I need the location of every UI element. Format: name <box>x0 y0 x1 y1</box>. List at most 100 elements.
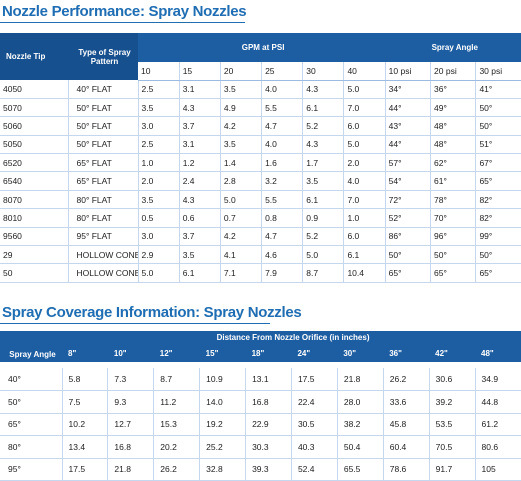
cell: 6.1 <box>302 98 345 118</box>
cell: 50 <box>0 263 69 283</box>
cell: 44° <box>385 135 432 155</box>
cell: 65° <box>0 413 63 436</box>
cell: 6540 <box>0 171 69 191</box>
cell: 3.5 <box>138 190 180 210</box>
cell: HOLLOW CONE <box>68 245 139 265</box>
distance-label: 42" <box>429 344 476 362</box>
distance-label: 36" <box>383 344 430 362</box>
cell: 51° <box>475 135 521 155</box>
cell: 86° <box>385 227 432 247</box>
cell: 2.5 <box>138 80 180 99</box>
cell: 65° <box>430 263 477 283</box>
cell: 26.2 <box>383 368 430 391</box>
header-cell: Distance From Nozzle Orifice (in inches) <box>62 331 521 344</box>
data-row: 50° 7.5 9.3 11.2 14.0 16.8 22.4 28.0 33.6 39.2 44.… <box>0 390 521 414</box>
header-cell: Spray Angle <box>0 331 62 362</box>
cell: 36° <box>430 80 477 99</box>
distance-label: 48" <box>475 344 521 362</box>
cell: 50° <box>0 390 63 414</box>
cell: 3.5 <box>220 80 263 99</box>
cell: 5.2 <box>302 116 345 136</box>
cell: 17.5 <box>62 458 109 481</box>
cell: 1.7 <box>302 153 345 173</box>
cell: 50° FLAT <box>68 135 139 155</box>
cell: 65° <box>475 171 521 191</box>
cell: 5.0 <box>138 263 180 283</box>
cell: 3.0 <box>138 116 180 136</box>
cell: 50° <box>475 245 521 265</box>
cell: 5.0 <box>343 135 386 155</box>
data-row: 8070 80° FLAT 3.5 4.3 5.0 5.5 6.1 7.0 72° 78° 82° <box>0 190 521 210</box>
cell: 3.7 <box>179 116 221 136</box>
cell: 2.4 <box>179 171 221 191</box>
coverage-table: Spray Angle Distance From Nozzle Orifice … <box>0 331 521 481</box>
cell: 4.0 <box>261 80 304 99</box>
cell: 80° FLAT <box>68 208 139 228</box>
cell: 4.3 <box>302 135 345 155</box>
header-cell: Type of Spray Pattern <box>68 33 138 80</box>
cell: 44.8 <box>475 390 521 414</box>
distance-label: 30" <box>337 344 384 362</box>
cell: 13.1 <box>245 368 292 391</box>
distance-label: 24" <box>291 344 338 362</box>
cell: 39.3 <box>245 458 292 481</box>
header-row: Nozzle Tip Type of Spray Pattern GPM at PS… <box>0 33 521 80</box>
cell: 4.0 <box>261 135 304 155</box>
cell: 7.5 <box>62 390 109 414</box>
cell: 0.7 <box>220 208 263 228</box>
cell: 7.3 <box>107 368 155 391</box>
data-row: 95° 17.5 21.8 26.2 32.8 39.3 52.4 65.5 78.6 91.7 1… <box>0 458 521 481</box>
header-cell: Spray Angle <box>385 33 521 62</box>
cell: 33.6 <box>383 390 430 414</box>
cell: 4.3 <box>179 190 221 210</box>
cell: 54° <box>385 171 432 191</box>
cell: 44° <box>385 98 432 118</box>
cell: 95° <box>0 458 63 481</box>
cell: 4.3 <box>302 80 345 99</box>
data-row: 40° 5.8 7.3 8.7 10.9 13.1 17.5 21.8 26.2 30.6 34.9 <box>0 368 521 391</box>
cell: 72° <box>385 190 432 210</box>
cell: 4.2 <box>220 116 263 136</box>
cell: 21.8 <box>337 368 384 391</box>
distance-label: 15" <box>199 344 246 362</box>
cell: 57° <box>385 153 432 173</box>
cell: 5.8 <box>62 368 109 391</box>
header-cell: Nozzle Tip <box>0 33 68 80</box>
cell: 28.0 <box>337 390 384 414</box>
data-row: 6520 65° FLAT 1.0 1.2 1.4 1.6 1.7 2.0 57° 62° 67° <box>0 153 521 173</box>
cell: 60.4 <box>383 435 430 459</box>
cell: 25.2 <box>199 435 247 459</box>
cell: 78° <box>430 190 477 210</box>
cell: 65° FLAT <box>68 153 139 173</box>
cell: 65° FLAT <box>68 171 139 191</box>
psi-label: 30 <box>302 62 345 81</box>
distance-label: 10" <box>107 344 154 362</box>
cell: 4050 <box>0 80 69 99</box>
cell: 10.2 <box>62 413 109 436</box>
cell: 32.8 <box>199 458 247 481</box>
cell: 50° <box>475 98 521 118</box>
cell: 0.5 <box>138 208 180 228</box>
cell: 6.0 <box>343 227 386 247</box>
cell: 5070 <box>0 98 69 118</box>
cell: 3.5 <box>179 245 221 265</box>
cell: 34° <box>385 80 432 99</box>
data-row: 80° 13.4 16.8 20.2 25.2 30.3 40.3 50.4 60.4 70.5 8… <box>0 435 521 459</box>
cell: 52° <box>385 208 432 228</box>
cell: 52.4 <box>291 458 338 481</box>
cell: 8.7 <box>153 368 201 391</box>
cell: 0.9 <box>302 208 345 228</box>
cell: 49° <box>430 98 477 118</box>
cell: HOLLOW CONE <box>68 263 139 283</box>
cell: 29 <box>0 245 69 265</box>
data-row: 6540 65° FLAT 2.0 2.4 2.8 3.2 3.5 4.0 54° 61° 65° <box>0 171 521 191</box>
cell: 21.8 <box>107 458 155 481</box>
cell: 99° <box>475 227 521 247</box>
cell: 11.2 <box>153 390 201 414</box>
cell: 50° FLAT <box>68 116 139 136</box>
cell: 7.0 <box>343 98 386 118</box>
cell: 16.8 <box>245 390 292 414</box>
psi-label: 40 <box>343 62 386 81</box>
cell: 40.3 <box>291 435 338 459</box>
cell: 2.8 <box>220 171 263 191</box>
